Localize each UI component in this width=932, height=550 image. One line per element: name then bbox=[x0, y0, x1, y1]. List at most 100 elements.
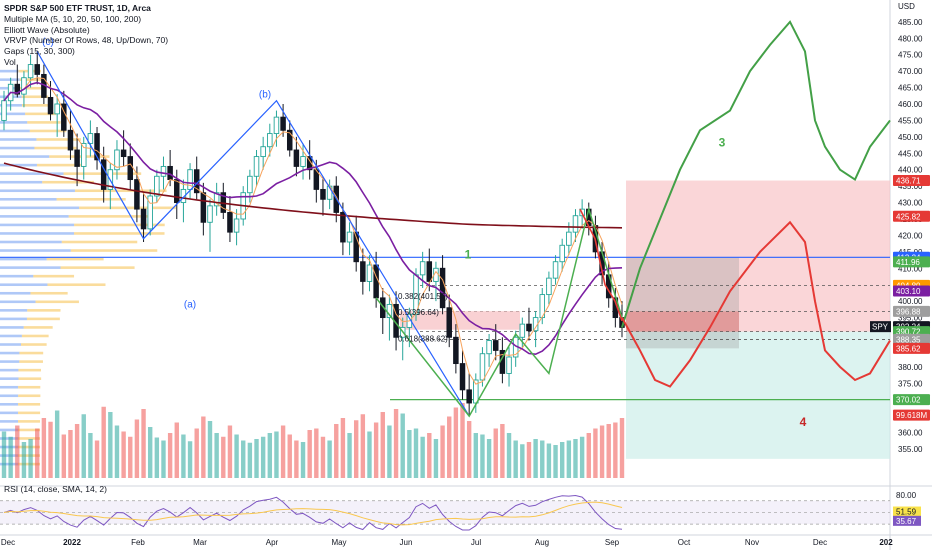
vrvp-bar-down bbox=[25, 112, 56, 116]
vrvp-bar-up bbox=[0, 283, 48, 287]
vrvp-bar-up bbox=[0, 215, 69, 218]
vrvp-bar-down bbox=[27, 309, 61, 312]
vrvp-bar-down bbox=[27, 121, 61, 124]
volume-bar bbox=[54, 410, 60, 478]
candle-body bbox=[572, 215, 579, 233]
candle-body bbox=[87, 133, 94, 144]
volume-bar bbox=[546, 443, 552, 478]
volume-bar bbox=[241, 440, 246, 478]
candle-body bbox=[526, 323, 532, 332]
vrvp-bar-up bbox=[0, 223, 75, 227]
symbol-tag-bg bbox=[870, 321, 891, 333]
rsi-legend[interactable]: RSI (14, close, SMA, 14, 2) bbox=[4, 484, 107, 494]
volume-bar bbox=[141, 409, 146, 478]
volume-bar bbox=[327, 440, 332, 478]
volume-bar bbox=[480, 434, 485, 478]
y-tick-label: 400.00 bbox=[898, 297, 923, 306]
volume-bar bbox=[320, 436, 326, 478]
vrvp-bar-down bbox=[79, 206, 176, 210]
volume-profile bbox=[0, 69, 176, 466]
legend-item-elliott[interactable]: Elliott Wave (Absolute) bbox=[4, 24, 90, 35]
volume-bar bbox=[520, 444, 525, 478]
volume-bar bbox=[506, 433, 512, 478]
vrvp-bar-up bbox=[0, 274, 34, 278]
volume-bar bbox=[393, 409, 399, 478]
ma-100 bbox=[3, 81, 623, 356]
volume-bar bbox=[147, 427, 153, 478]
volume-bar bbox=[41, 418, 47, 478]
volume-bar bbox=[340, 418, 346, 478]
price-badge-12: 99.618M bbox=[896, 411, 927, 420]
candle-body bbox=[306, 156, 313, 171]
volume-bar bbox=[68, 430, 73, 478]
volume-bar bbox=[174, 422, 179, 478]
vrvp-bar-up bbox=[0, 121, 28, 124]
candle-body bbox=[21, 77, 27, 95]
volume-bar bbox=[493, 428, 498, 478]
volume-bar bbox=[280, 425, 286, 478]
vrvp-bar-down bbox=[74, 189, 167, 193]
volume-bar bbox=[187, 441, 193, 478]
vrvp-bar-up bbox=[0, 78, 20, 81]
x-tick-label: Dec bbox=[813, 538, 827, 547]
vrvp-bar-up bbox=[0, 232, 75, 235]
candle-body bbox=[227, 211, 233, 233]
candle-body bbox=[566, 231, 572, 246]
legend-item-ma[interactable]: Multiple MA (5, 10, 20, 50, 100, 200) bbox=[4, 13, 142, 24]
volume-bar bbox=[453, 407, 459, 478]
volume-bar bbox=[440, 425, 445, 478]
legend-item-gaps[interactable]: Gaps (15, 30, 300) bbox=[4, 46, 75, 57]
vrvp-bar-down bbox=[21, 104, 49, 107]
candle-body bbox=[486, 340, 492, 355]
fib-label-0: 0.382(401.56) bbox=[398, 292, 448, 301]
volume-bar bbox=[400, 413, 405, 478]
candle-body bbox=[373, 264, 379, 299]
rsi-badge-0: 80.00 bbox=[896, 491, 917, 500]
vrvp-bar-down bbox=[21, 334, 49, 338]
candle-body bbox=[80, 142, 87, 167]
candle-body bbox=[180, 188, 187, 204]
candle-body bbox=[213, 192, 220, 207]
candle-body bbox=[300, 156, 306, 167]
candle-body bbox=[200, 192, 207, 223]
price-badge-bg-9 bbox=[893, 333, 930, 345]
y-tick-label: 355.00 bbox=[898, 445, 923, 454]
x-tick-label: Dec bbox=[1, 538, 15, 547]
vrvp-bar-up bbox=[0, 351, 20, 355]
y-tick-label: 470.00 bbox=[898, 67, 923, 76]
x-tick-label: Jul bbox=[471, 538, 481, 547]
y-tick-label: 410.00 bbox=[898, 264, 923, 273]
candle-body bbox=[380, 297, 386, 319]
vrvp-bar-up bbox=[0, 428, 19, 432]
candle-body bbox=[506, 356, 512, 374]
vrvp-bar-down bbox=[18, 437, 41, 440]
vrvp-bar-down bbox=[74, 223, 165, 227]
vrvp-bar-up bbox=[0, 180, 43, 184]
legend-title: SPDR S&P 500 ETF TRUST, 1D, Arca bbox=[4, 3, 151, 13]
vrvp-bar-down bbox=[70, 249, 158, 252]
volume-bar bbox=[15, 425, 20, 478]
volume-bar bbox=[593, 428, 598, 478]
x-tick-label: 2022 bbox=[63, 538, 81, 547]
legend-item-vrvp[interactable]: VRVP (Number Of Rows, 48, Up/Down, 70) bbox=[4, 35, 169, 46]
vrvp-bar-down bbox=[18, 377, 42, 380]
volume-bar bbox=[420, 436, 425, 478]
vrvp-bar-up bbox=[0, 377, 19, 380]
vrvp-bar-down bbox=[60, 266, 135, 269]
volume-bar bbox=[300, 442, 306, 478]
legend-item-vol[interactable]: Vol bbox=[4, 56, 16, 67]
volume-bar bbox=[353, 420, 359, 478]
ma-fast bbox=[3, 77, 623, 385]
candle-body bbox=[233, 218, 240, 233]
vrvp-bar-down bbox=[23, 326, 53, 329]
candle-body bbox=[134, 179, 140, 210]
rsi-badge-1: 51.59 bbox=[896, 508, 917, 517]
vrvp-bar-up bbox=[0, 189, 75, 193]
fib-label-2: 0.618(388.62) bbox=[398, 335, 448, 344]
volume-bar bbox=[35, 428, 40, 478]
forecast-bear bbox=[621, 220, 891, 388]
y-tick-label: 380.00 bbox=[898, 363, 923, 372]
volume-bar bbox=[294, 440, 299, 478]
vrvp-bar-down bbox=[36, 138, 81, 141]
